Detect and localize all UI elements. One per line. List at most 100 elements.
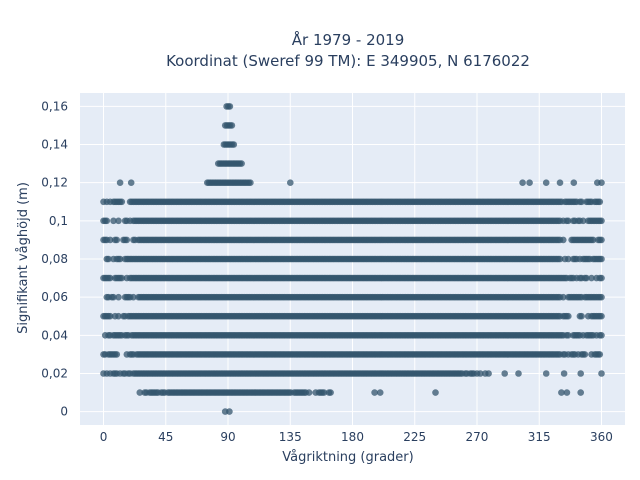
y-tick-label: 0,08 <box>41 252 68 266</box>
x-tick-label: 0 <box>100 430 108 444</box>
scatter-point <box>113 236 121 244</box>
scatter-point <box>105 255 112 263</box>
y-tick-label: 0 <box>60 405 68 419</box>
scatter-point <box>110 217 117 225</box>
scatter-point <box>560 293 567 301</box>
scatter-point <box>565 217 572 225</box>
scatter-point <box>371 389 378 396</box>
y-tick-label: 0,06 <box>41 290 68 304</box>
scatter-point <box>485 370 492 377</box>
scatter-point <box>115 293 122 301</box>
y-tick-label: 0,16 <box>41 99 68 113</box>
scatter-point <box>583 274 590 282</box>
scatter-point <box>565 255 572 263</box>
scatter-point <box>542 370 550 377</box>
x-tick-label: 180 <box>341 430 364 444</box>
scatter-point <box>477 370 484 377</box>
scatter-point <box>136 389 144 396</box>
scatter-point <box>596 198 604 206</box>
scatter-point <box>598 217 605 225</box>
scatter-point <box>560 236 567 244</box>
scatter-point <box>598 179 605 186</box>
x-tick-label: 45 <box>158 430 173 444</box>
scatter-point <box>577 389 584 396</box>
x-tick-label: 135 <box>279 430 302 444</box>
scatter-point <box>432 389 439 396</box>
scatter-point <box>287 179 294 186</box>
scatter-point <box>247 179 254 186</box>
scatter-point <box>598 312 605 320</box>
scatter-point <box>115 217 122 225</box>
scatter-point <box>556 255 564 263</box>
scatter-point <box>230 141 238 148</box>
scatter-point <box>598 370 605 377</box>
y-tick-label: 0,02 <box>41 366 68 380</box>
scatter-point <box>598 255 605 263</box>
scatter-point <box>565 332 572 339</box>
scatter-point <box>118 274 126 282</box>
scatter-point <box>578 312 585 320</box>
scatter-point <box>565 312 572 320</box>
y-tick-label: 0,1 <box>49 214 68 228</box>
scatter-point <box>106 312 114 320</box>
scatter-point <box>327 389 334 396</box>
scatter-point <box>118 198 126 206</box>
y-axis-label: Signifikant våghöjd (m) <box>16 182 31 334</box>
scatter-point <box>238 160 245 167</box>
chart-title: År 1979 - 2019 <box>292 30 405 49</box>
y-tick-label: 0,14 <box>41 138 68 152</box>
x-tick-label: 315 <box>528 430 551 444</box>
scatter-point <box>526 179 533 186</box>
y-tick-label: 0,12 <box>41 176 68 190</box>
x-tick-label: 225 <box>403 430 426 444</box>
y-axis-ticks: 0 0,02 0,04 0,06 0,08 0,1 0,12 0,14 0,16 <box>41 99 68 418</box>
scatter-point <box>588 274 595 282</box>
scatter-point <box>570 179 578 186</box>
scatter-point <box>116 179 124 186</box>
x-axis-ticks: 0 45 90 135 180 225 270 315 360 <box>100 430 613 444</box>
x-axis-label: Vågriktning (grader) <box>282 450 413 465</box>
scatter-point <box>110 293 117 301</box>
scatter-point <box>226 408 233 415</box>
x-tick-label: 270 <box>466 430 489 444</box>
scatter-point <box>226 103 234 110</box>
scatter-point <box>563 389 571 396</box>
scatter-point <box>320 389 328 396</box>
scatter-point <box>106 274 114 282</box>
chart-subtitle: Koordinat (Sweref 99 TM): E 349905, N 61… <box>166 52 530 70</box>
scatter-point <box>127 179 135 186</box>
scatter-point <box>598 293 605 301</box>
scatter-point <box>598 332 605 339</box>
scatter-point <box>115 312 122 320</box>
scatter-point <box>228 122 236 129</box>
scatter-point <box>598 236 605 244</box>
scatter-point <box>106 236 114 244</box>
scatter-point <box>578 198 585 206</box>
scatter-point <box>560 370 568 377</box>
scatter-point <box>558 389 565 396</box>
scatter-point <box>581 351 589 358</box>
x-tick-label: 360 <box>590 430 613 444</box>
scatter-points <box>100 103 605 415</box>
scatter-point <box>103 217 111 225</box>
scatter-point <box>579 217 587 225</box>
scatter-point <box>577 370 584 377</box>
x-tick-label: 90 <box>220 430 235 444</box>
scatter-point <box>556 179 564 186</box>
scatter-point <box>519 179 526 186</box>
scatter-point <box>116 255 124 263</box>
scatter-point <box>123 236 131 244</box>
scatter-point <box>542 179 550 186</box>
scatter-point <box>376 389 384 396</box>
y-tick-label: 0,04 <box>41 328 68 342</box>
scatter-point <box>305 389 313 396</box>
scatter-point <box>589 236 597 244</box>
scatter-point <box>596 351 604 358</box>
scatter-point <box>598 274 605 282</box>
scatter-point <box>501 370 509 377</box>
scatter-point <box>515 370 522 377</box>
scatter-point <box>130 293 137 301</box>
scatter-point <box>113 351 121 358</box>
